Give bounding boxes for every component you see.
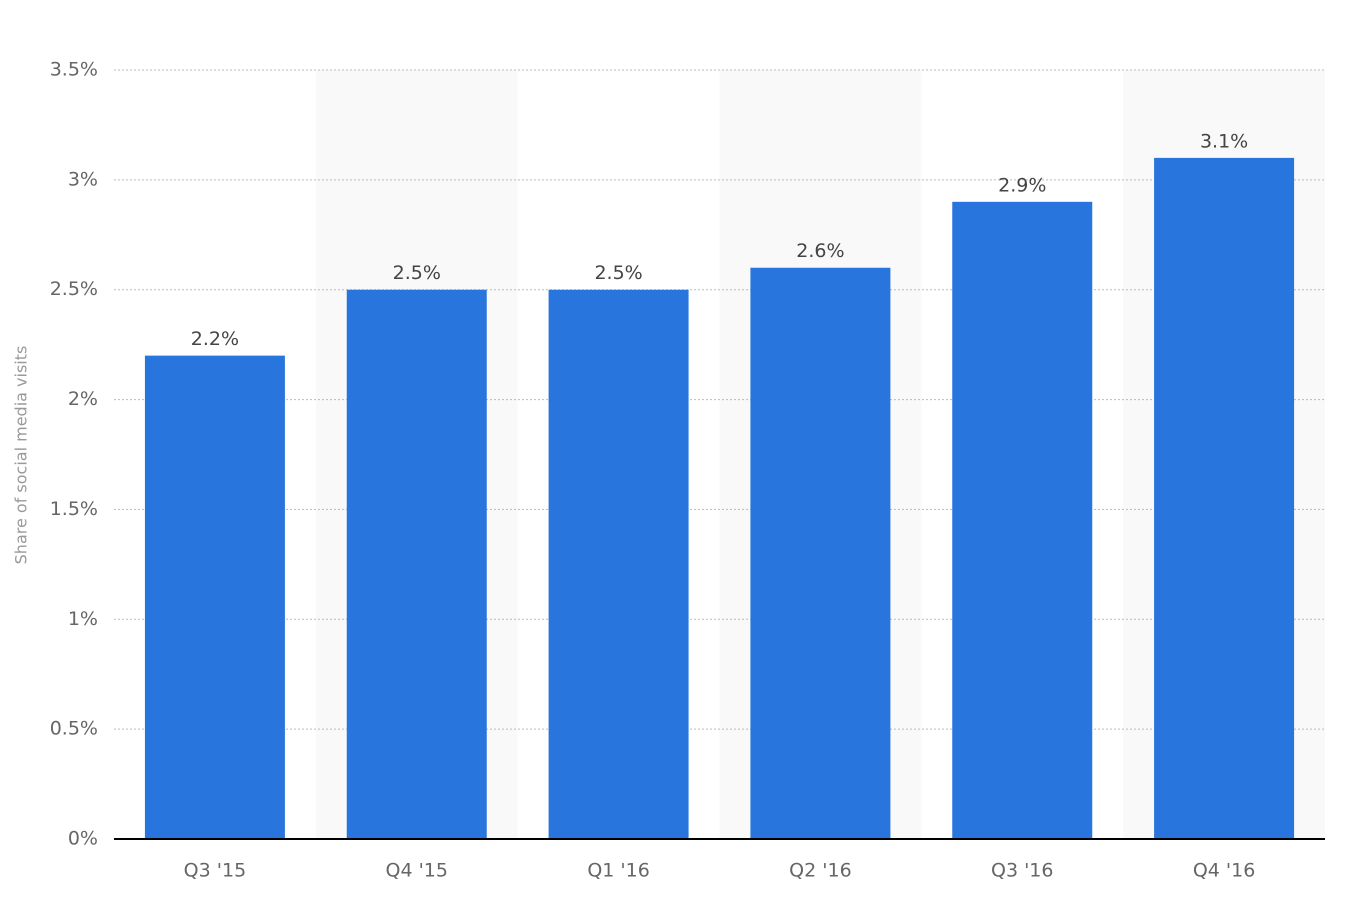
x-tick-label: Q4 '16 (1193, 860, 1255, 882)
value-label: 2.2% (191, 328, 239, 350)
value-label: 3.1% (1200, 130, 1248, 152)
bar (1154, 157, 1295, 839)
y-tick-label: 2% (68, 388, 98, 410)
y-tick-label: 3.5% (50, 59, 98, 81)
bar (346, 289, 487, 839)
x-tick-label: Q2 '16 (789, 860, 851, 882)
y-tick-label: 3% (68, 168, 98, 190)
y-tick-label: 2.5% (50, 278, 98, 300)
bar (750, 267, 891, 839)
x-tick-label: Q3 '15 (184, 860, 246, 882)
bar (144, 355, 285, 839)
x-tick-label: Q4 '15 (386, 860, 448, 882)
y-tick-label: 0% (68, 828, 98, 850)
bar (952, 201, 1093, 840)
value-label: 2.5% (393, 262, 441, 284)
value-label: 2.5% (594, 262, 642, 284)
value-label: 2.6% (796, 240, 844, 262)
y-tick-label: 0.5% (50, 718, 98, 740)
y-axis-title: Share of social media visits (12, 346, 31, 565)
value-label: 2.9% (998, 174, 1046, 196)
y-tick-label: 1% (68, 608, 98, 630)
bar (548, 289, 689, 839)
x-tick-label: Q1 '16 (587, 860, 649, 882)
y-tick-label: 1.5% (50, 498, 98, 520)
x-tick-label: Q3 '16 (991, 860, 1053, 882)
